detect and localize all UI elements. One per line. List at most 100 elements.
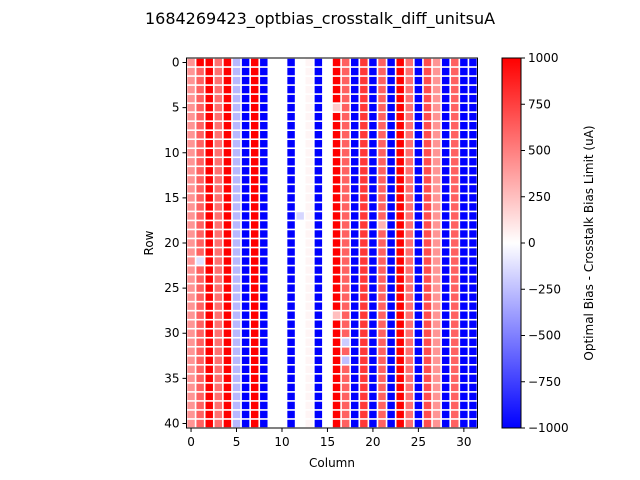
heatmap-cell bbox=[396, 85, 404, 94]
heatmap-cell bbox=[351, 347, 359, 355]
heatmap-cell bbox=[205, 203, 213, 211]
heatmap-cell bbox=[187, 121, 195, 130]
heatmap-cell bbox=[432, 230, 441, 238]
heatmap-cell bbox=[341, 257, 350, 265]
heatmap-cell bbox=[232, 194, 241, 202]
heatmap-cell bbox=[414, 158, 423, 166]
heatmap-cell bbox=[378, 311, 386, 319]
heatmap-cell bbox=[460, 230, 468, 238]
heatmap-cell bbox=[305, 374, 313, 383]
heatmap-cell bbox=[351, 103, 359, 112]
heatmap-cell bbox=[405, 230, 414, 238]
y-tick-label: 5 bbox=[172, 101, 180, 115]
heatmap-cell bbox=[332, 185, 341, 193]
heatmap-cell bbox=[396, 383, 404, 392]
heatmap-cell bbox=[187, 401, 195, 410]
heatmap-cell bbox=[214, 275, 223, 283]
colorbar-label: Optimal Bias - Crosstalk Bias Limit (uA) bbox=[582, 125, 596, 360]
heatmap-cell bbox=[314, 329, 323, 337]
heatmap-cell bbox=[314, 121, 323, 130]
heatmap-cell bbox=[441, 185, 450, 193]
heatmap-cell bbox=[396, 293, 404, 301]
heatmap-cell bbox=[223, 185, 232, 193]
heatmap-cell bbox=[360, 103, 368, 112]
heatmap-cell bbox=[214, 176, 223, 184]
heatmap-cell bbox=[460, 365, 468, 374]
heatmap-cell bbox=[469, 194, 477, 202]
heatmap-cell bbox=[260, 67, 268, 76]
heatmap-cell bbox=[469, 158, 477, 166]
heatmap-cell bbox=[460, 374, 468, 383]
heatmap-cell bbox=[460, 284, 468, 292]
heatmap-cell bbox=[232, 203, 241, 211]
heatmap-cell bbox=[369, 212, 377, 220]
heatmap-cell bbox=[250, 176, 259, 184]
heatmap-cell bbox=[196, 266, 204, 274]
heatmap-cell bbox=[423, 121, 432, 130]
heatmap-cell bbox=[287, 383, 295, 392]
heatmap-cell bbox=[305, 131, 313, 139]
heatmap-cell bbox=[432, 293, 441, 301]
heatmap-cell bbox=[360, 419, 368, 428]
heatmap-cell bbox=[378, 121, 386, 130]
heatmap-cell bbox=[469, 230, 477, 238]
heatmap-cell bbox=[451, 239, 459, 247]
heatmap-cell bbox=[241, 329, 250, 337]
heatmap-cell bbox=[432, 131, 441, 139]
y-axis-label: Row bbox=[142, 230, 156, 255]
heatmap-cell bbox=[223, 176, 232, 184]
heatmap-cell bbox=[360, 230, 368, 238]
heatmap-cell bbox=[205, 347, 213, 355]
heatmap-cell bbox=[214, 194, 223, 202]
heatmap-cell bbox=[451, 320, 459, 328]
heatmap-cell bbox=[469, 392, 477, 401]
heatmap-cell bbox=[341, 329, 350, 337]
heatmap-cell bbox=[196, 85, 204, 94]
heatmap-cell bbox=[287, 284, 295, 292]
heatmap-cell bbox=[223, 356, 232, 365]
heatmap-cell bbox=[432, 194, 441, 202]
heatmap-cell bbox=[205, 131, 213, 139]
heatmap-cell bbox=[360, 392, 368, 401]
colorbar-tick-label: −1000 bbox=[528, 421, 569, 435]
heatmap-cell bbox=[241, 140, 250, 148]
heatmap-cell bbox=[460, 293, 468, 301]
heatmap-cell bbox=[341, 67, 350, 76]
heatmap-cell bbox=[332, 67, 341, 76]
heatmap-cell bbox=[223, 67, 232, 76]
heatmap-cell bbox=[205, 410, 213, 419]
heatmap-cell bbox=[423, 131, 432, 139]
heatmap-cell bbox=[260, 121, 268, 130]
heatmap-cell bbox=[250, 275, 259, 283]
heatmap-cell bbox=[405, 392, 414, 401]
heatmap-cell bbox=[341, 392, 350, 401]
heatmap-cell bbox=[341, 112, 350, 121]
heatmap-cell bbox=[223, 374, 232, 383]
heatmap-cell bbox=[232, 149, 241, 157]
heatmap-cell bbox=[423, 401, 432, 410]
heatmap-cell bbox=[360, 284, 368, 292]
heatmap-cell bbox=[387, 356, 395, 365]
heatmap-cell bbox=[260, 266, 268, 274]
heatmap-cell bbox=[378, 374, 386, 383]
heatmap-cell bbox=[341, 401, 350, 410]
heatmap-cell bbox=[305, 203, 313, 211]
heatmap-cell bbox=[378, 383, 386, 392]
heatmap-cell bbox=[414, 140, 423, 148]
y-tick-label: 0 bbox=[172, 56, 180, 70]
heatmap-cell bbox=[232, 257, 241, 265]
heatmap-cell bbox=[432, 311, 441, 319]
heatmap-cell bbox=[341, 203, 350, 211]
heatmap-cell bbox=[205, 94, 213, 103]
heatmap-cell bbox=[214, 293, 223, 301]
heatmap-cell bbox=[378, 338, 386, 346]
heatmap-cell bbox=[423, 85, 432, 94]
heatmap-cell bbox=[423, 103, 432, 112]
heatmap-cell bbox=[314, 266, 323, 274]
heatmap-cell bbox=[260, 94, 268, 103]
heatmap-cell bbox=[414, 212, 423, 220]
heatmap-cell bbox=[351, 320, 359, 328]
heatmap-cell bbox=[232, 266, 241, 274]
heatmap-cell bbox=[405, 302, 414, 310]
heatmap-cell bbox=[332, 257, 341, 265]
